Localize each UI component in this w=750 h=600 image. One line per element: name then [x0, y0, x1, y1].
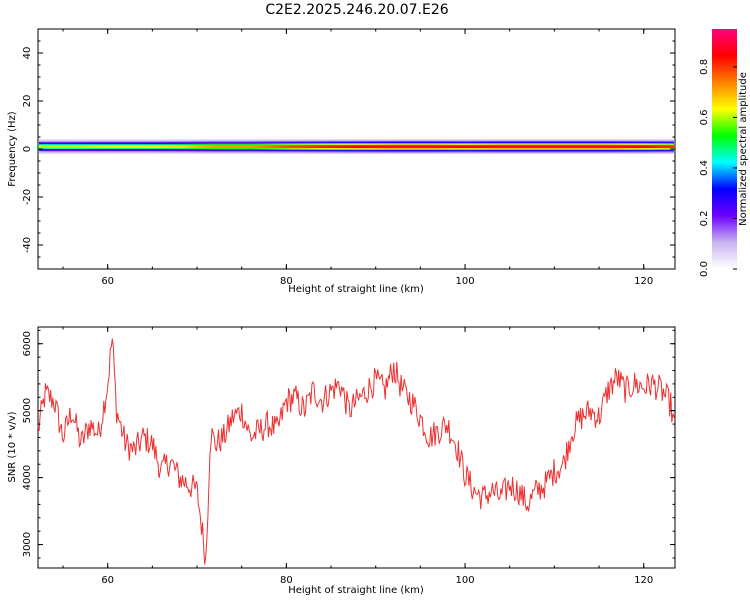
spectrogram-y-label: Frequency (Hz) [7, 111, 18, 187]
snr-panel: 60 80 100 120 3000 4000 5000 6000 Height of st… [7, 326, 676, 596]
snr-x-tick-label: 60 [101, 575, 114, 586]
snr-series-line [37, 338, 676, 565]
snr-y-tick-label: 5000 [22, 398, 33, 423]
chart-title: C2E2.2025.246.20.07.E26 [265, 2, 449, 18]
colorbar: 0.0 0.2 0.4 0.6 0.8 Normalized spectral ampl… [699, 29, 749, 277]
snr-x-tick-label: 100 [456, 575, 475, 586]
colorbar-tick-label: 0.0 [699, 261, 710, 277]
colorbar-tick-label: 0.8 [699, 59, 710, 75]
snr-x-tick-label: 120 [634, 575, 653, 586]
colorbar-label: Normalized spectral amplitude [738, 72, 749, 226]
snr-y-ticks: 3000 4000 5000 6000 [22, 329, 675, 559]
spectrogram-x-ticks: 60 80 100 120 [62, 29, 653, 287]
spectrogram-y-tick-label: -20 [22, 189, 33, 205]
spectrogram-x-label: Height of straight line (km) [288, 284, 424, 295]
colorbar-gradient [712, 29, 737, 269]
spectrogram-y-tick-label: -40 [22, 237, 33, 253]
snr-frame [37, 326, 676, 569]
colorbar-tick-label: 0.6 [699, 109, 710, 125]
snr-x-ticks: 60 80 100 120 [62, 327, 653, 586]
spectrogram-x-tick-label: 120 [634, 276, 653, 287]
colorbar-ticks: 0.0 0.2 0.4 0.6 0.8 [699, 59, 737, 277]
snr-x-tick-label: 80 [280, 575, 293, 586]
spectrogram-y-tick-label: 20 [22, 95, 33, 108]
spectrogram-x-tick-label: 60 [101, 276, 114, 287]
spectrogram-x-tick-label: 80 [280, 276, 293, 287]
snr-x-label: Height of straight line (km) [288, 585, 424, 596]
spectral-band-layer [39, 145, 674, 149]
snr-y-tick-label: 4000 [22, 465, 33, 490]
spectrogram-x-tick-label: 100 [456, 276, 475, 287]
colorbar-tick-label: 0.4 [699, 160, 710, 176]
colorbar-tick-label: 0.2 [699, 211, 710, 227]
spectrogram-panel: 60 80 100 120 -40 -20 0 20 40 Height of straigh… [7, 28, 676, 295]
snr-y-tick-label: 6000 [22, 331, 33, 356]
spectrogram-y-tick-label: 40 [22, 47, 33, 60]
spectral-band [39, 139, 674, 154]
spectrogram-y-tick-label: 0 [22, 146, 33, 152]
snr-y-tick-label: 3000 [22, 532, 33, 557]
snr-y-label: SNR (10 * v/v) [7, 411, 18, 482]
spectrogram-y-ticks: -40 -20 0 20 40 [22, 28, 675, 270]
